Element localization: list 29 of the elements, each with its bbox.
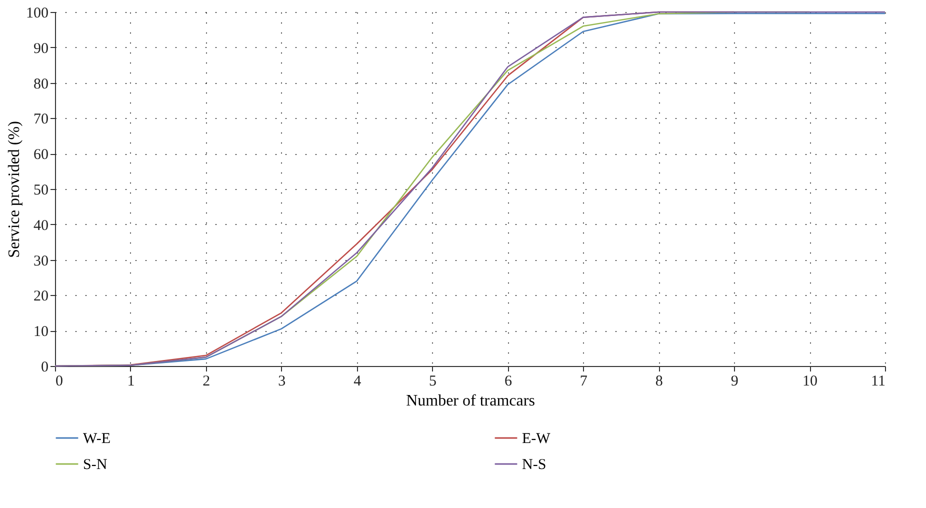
- x-tick-label: 7: [580, 374, 588, 390]
- y-tick-label: 50: [34, 182, 48, 198]
- y-axis-title: Service provided (%): [6, 121, 23, 258]
- x-tick-label: 10: [802, 374, 818, 390]
- y-tick-label: 90: [34, 40, 48, 57]
- x-tick-label: 4: [354, 374, 362, 390]
- legend-label: W-E: [83, 431, 110, 447]
- y-tick-label: 0: [41, 360, 48, 376]
- y-tick-label: 20: [34, 288, 48, 305]
- x-tick-label: 2: [202, 374, 210, 390]
- x-tick-label: 5: [429, 374, 437, 390]
- y-tick-label: 70: [34, 112, 48, 128]
- x-tick-label: 11: [871, 374, 886, 390]
- y-tick-label: 80: [34, 76, 48, 92]
- y-tick-label: 40: [34, 218, 48, 234]
- x-tick-label: 9: [730, 374, 738, 390]
- x-tick-label: 8: [655, 374, 663, 390]
- x-tick-label: 1: [127, 374, 135, 390]
- legend-label: S-N: [83, 457, 108, 473]
- x-tick-label: 6: [504, 374, 512, 390]
- legend-label: E-W: [522, 431, 552, 447]
- y-tick-label: 10: [34, 324, 48, 340]
- y-tick-label: 60: [34, 147, 48, 164]
- x-axis-title: Number of tramcars: [406, 392, 535, 410]
- x-tick-label: 0: [56, 374, 63, 390]
- legend-label: N-S: [522, 457, 546, 473]
- y-tick-label: 30: [34, 253, 48, 270]
- y-tick-label: 100: [26, 6, 48, 22]
- x-tick-label: 3: [278, 374, 286, 390]
